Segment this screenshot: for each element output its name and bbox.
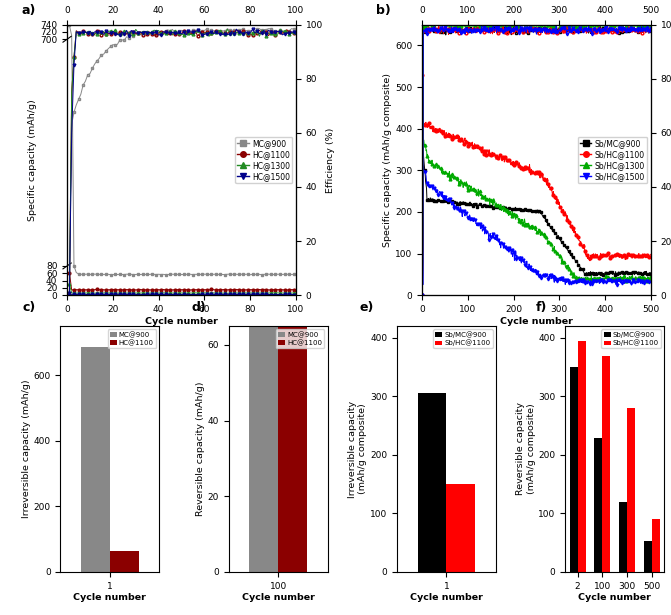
Y-axis label: Specific capacity (mAh/g composite): Specific capacity (mAh/g composite) (383, 73, 392, 247)
Bar (627, 408, 635, 572)
Legend: Sb/MC@900, Sb/HC@1100, Sb/HC@1300, Sb/HC@1500: Sb/MC@900, Sb/HC@1100, Sb/HC@1300, Sb/HC… (578, 137, 647, 183)
Text: f): f) (535, 301, 547, 314)
Bar (110, 550, 139, 572)
Y-axis label: Specific capacity (mAh/g): Specific capacity (mAh/g) (28, 99, 38, 221)
X-axis label: Cycle number: Cycle number (242, 593, 315, 603)
Bar (81, 347, 110, 572)
Legend: Sb/MC@900, Sb/HC@1100: Sb/MC@900, Sb/HC@1100 (433, 330, 493, 349)
Y-axis label: Reversible capacity
(mAh/g composite): Reversible capacity (mAh/g composite) (516, 402, 535, 496)
X-axis label: Cycle number: Cycle number (145, 317, 218, 326)
Y-axis label: Reversible capacity (mAh/g): Reversible capacity (mAh/g) (196, 382, 205, 516)
Text: a): a) (21, 4, 36, 17)
Bar (603, 357, 611, 572)
Bar (278, 4, 307, 572)
Text: d): d) (191, 301, 206, 314)
Legend: MC@900, HC@1100: MC@900, HC@1100 (108, 330, 156, 348)
Bar (578, 341, 586, 572)
Text: e): e) (360, 301, 374, 314)
Bar (417, 394, 446, 572)
X-axis label: Cycle number: Cycle number (73, 593, 146, 603)
Bar (619, 502, 627, 572)
Bar (250, 0, 278, 572)
Bar (446, 484, 475, 572)
Bar (595, 438, 603, 572)
Y-axis label: Efficiency (%): Efficiency (%) (326, 127, 335, 192)
Legend: MC@900, HC@1100, HC@1300, HC@1500: MC@900, HC@1100, HC@1300, HC@1500 (235, 137, 292, 183)
Legend: MC@900, HC@1100: MC@900, HC@1100 (276, 330, 324, 348)
Y-axis label: Irreversible capacity (mAh/g): Irreversible capacity (mAh/g) (21, 379, 31, 518)
Legend: Sb/MC@900, Sb/HC@1100: Sb/MC@900, Sb/HC@1100 (601, 330, 661, 349)
Text: b): b) (376, 4, 391, 17)
Bar (570, 367, 578, 572)
Y-axis label: Irreversible capacity
(mAh/g composite): Irreversible capacity (mAh/g composite) (348, 400, 367, 498)
Text: c): c) (23, 301, 36, 314)
X-axis label: Cycle number: Cycle number (410, 593, 483, 603)
X-axis label: Cycle number: Cycle number (578, 593, 652, 603)
X-axis label: Cycle number: Cycle number (500, 317, 573, 326)
Bar (652, 519, 660, 572)
Bar (644, 541, 652, 572)
